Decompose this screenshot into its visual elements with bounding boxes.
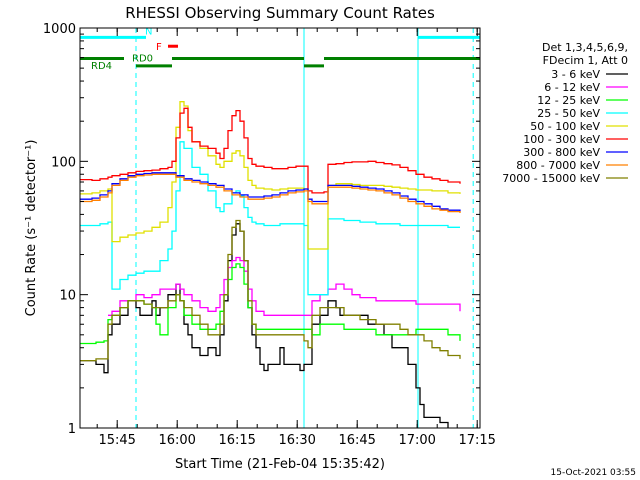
annotation-label-rd4: RD4 (91, 61, 112, 72)
x-tick-label: 17:00 (398, 433, 435, 448)
x-tick-label: 16:30 (278, 433, 315, 448)
y-axis-label: Count Rate (s⁻¹ detector⁻¹) (24, 140, 39, 317)
series-line-7000-15000-kev (80, 219, 461, 362)
legend-entry-label: 12 - 25 keV (537, 94, 600, 107)
legend-entry-label: 7000 - 15000 keV (502, 172, 600, 185)
legend-entry-label: 3 - 6 keV (551, 68, 600, 81)
y-tick-label: 100 (51, 155, 76, 170)
legend-entry-label: 6 - 12 keV (544, 81, 600, 94)
series-line-50-100-kev (80, 101, 461, 250)
chart-title: RHESSI Observing Summary Count Rates (125, 4, 435, 22)
series-line-300-800-kev (80, 172, 461, 212)
series-line-25-50-kev (80, 141, 460, 296)
x-tick-label: 16:00 (158, 433, 195, 448)
y-tick-label: 1 (68, 422, 76, 437)
legend-header: FDecim 1, Att 0 (543, 54, 628, 67)
legend-entry-label: 100 - 300 keV (523, 133, 600, 146)
annotation-label-f: F (156, 42, 162, 53)
x-tick-label: 16:15 (218, 433, 255, 448)
series-line-100-300-kev (80, 107, 461, 194)
annotation-label-n: N (145, 26, 152, 37)
x-tick-label: 16:45 (338, 433, 375, 448)
legend-entry-label: 800 - 7000 keV (516, 159, 600, 172)
x-axis-label: Start Time (21-Feb-04 15:35:42) (175, 457, 385, 472)
plot-frame (79, 27, 481, 429)
legend-entry-label: 300 - 800 keV (523, 146, 600, 159)
series-line-800-7000-kev (80, 173, 461, 213)
y-tick-label: 10 (59, 289, 76, 304)
x-tick-label: 15:45 (98, 433, 135, 448)
legend: Det 1,3,4,5,6,9,FDecim 1, Att 03 - 6 keV… (502, 41, 628, 185)
annotation-label-rd0: RD0 (132, 54, 153, 65)
x-tick-label: 17:15 (458, 433, 495, 448)
timestamp: 15-Oct-2021 03:55 (551, 468, 636, 478)
plot-content (80, 28, 474, 428)
legend-header: Det 1,3,4,5,6,9, (542, 41, 628, 54)
legend-entry-label: 50 - 100 keV (530, 120, 600, 133)
axes: 15:45 16:00 16:15 16:30 16:45 17:00 17:15 1 10 10… (43, 22, 496, 448)
y-tick-label: 1000 (43, 22, 76, 37)
legend-entry-label: 25 - 50 keV (537, 107, 600, 120)
